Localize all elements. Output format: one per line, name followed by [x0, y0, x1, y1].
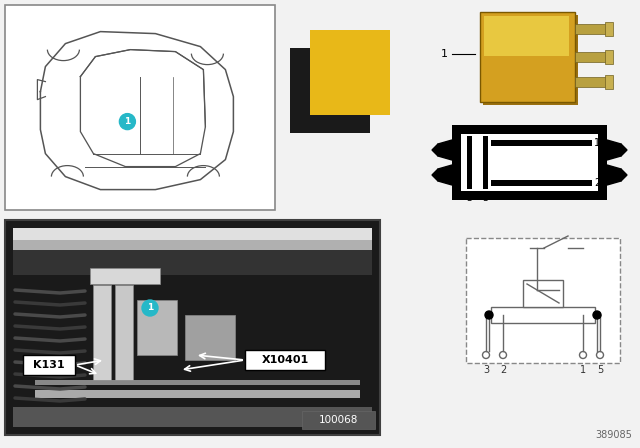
Text: 5: 5 [482, 193, 488, 203]
Bar [310, 30, 390, 115]
Polygon shape [607, 140, 621, 160]
Circle shape [142, 300, 158, 316]
Circle shape [593, 311, 601, 319]
Text: X10401: X10401 [261, 355, 308, 365]
Text: 2: 2 [594, 178, 600, 188]
Bar [467, 136, 472, 189]
Bar [5, 220, 380, 435]
Polygon shape [621, 144, 627, 156]
Bar [185, 315, 235, 360]
Polygon shape [607, 165, 621, 185]
Text: 1: 1 [124, 117, 131, 126]
Circle shape [485, 311, 493, 319]
Bar [13, 228, 372, 250]
Bar [575, 77, 610, 87]
Bar [302, 411, 375, 429]
Bar [35, 380, 360, 385]
Bar [605, 50, 613, 64]
Bar [5, 5, 275, 210]
Polygon shape [432, 169, 438, 181]
Text: 5: 5 [597, 365, 603, 375]
Text: 100068: 100068 [318, 415, 358, 425]
Bar [290, 48, 370, 133]
Bar [90, 268, 160, 284]
Polygon shape [621, 169, 627, 181]
Text: 1: 1 [441, 49, 448, 59]
Polygon shape [438, 165, 452, 185]
Text: 2: 2 [500, 365, 506, 375]
Text: 1: 1 [580, 365, 586, 375]
Bar [452, 125, 607, 200]
Bar [245, 350, 325, 370]
Text: 389085: 389085 [595, 430, 632, 440]
Bar [23, 355, 75, 375]
Bar [461, 134, 598, 191]
Bar [115, 285, 133, 380]
Text: 3: 3 [483, 365, 489, 375]
Text: K131: K131 [33, 360, 65, 370]
Bar [605, 75, 613, 89]
Bar [491, 180, 592, 186]
Bar [523, 280, 563, 307]
Circle shape [120, 114, 136, 129]
Polygon shape [438, 140, 452, 160]
Bar [13, 228, 372, 240]
Text: 1: 1 [594, 138, 600, 148]
Bar [93, 285, 111, 380]
Text: 1: 1 [147, 303, 153, 313]
Bar [491, 140, 592, 146]
Bar [35, 390, 360, 398]
Bar [13, 407, 372, 427]
Bar [483, 136, 488, 189]
Bar [13, 250, 372, 275]
Bar [483, 15, 578, 105]
Bar [480, 12, 575, 102]
Bar [466, 238, 620, 363]
Bar [605, 22, 613, 36]
Polygon shape [432, 144, 438, 156]
Bar [575, 52, 610, 62]
Bar [575, 24, 610, 34]
Text: 3: 3 [466, 193, 472, 203]
Bar [491, 307, 595, 323]
Bar [137, 300, 177, 355]
Bar [484, 16, 569, 56]
